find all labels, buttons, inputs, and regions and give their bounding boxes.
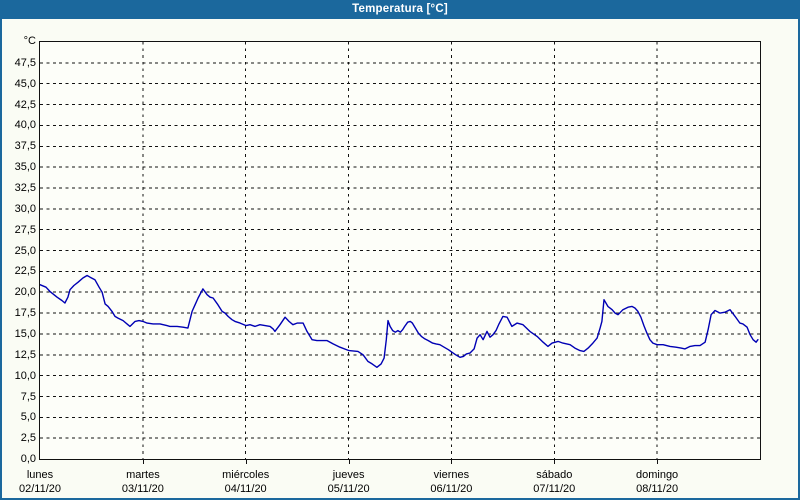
y-axis-tick-label: 42,5 (14, 98, 36, 111)
x-axis-day-label: viernes (433, 469, 470, 481)
x-axis-day-label: jueves (332, 469, 365, 481)
window-titlebar[interactable]: Temperatura [°C] (2, 0, 798, 19)
temperature-line (40, 274, 759, 368)
y-axis-tick-label: 15,0 (14, 327, 36, 340)
x-axis-day-label: miércoles (222, 469, 270, 481)
y-axis-tick-label: 45,0 (14, 77, 36, 90)
y-axis-tick-label: 47,5 (14, 56, 36, 69)
y-axis-unit-label: °C (23, 35, 36, 47)
x-axis-date-label: 07/11/20 (533, 483, 576, 495)
x-axis-date-label: 06/11/20 (430, 483, 473, 495)
temperature-chart (40, 42, 760, 459)
window-title: Temperatura [°C] (352, 3, 448, 15)
x-axis-date-label: 04/11/20 (224, 483, 267, 495)
x-axis-day-label: lunes (26, 469, 54, 481)
y-axis-tick-label: 22,5 (14, 265, 36, 278)
x-axis-tick-mark (554, 460, 555, 464)
y-axis-tick-label: 20,0 (14, 286, 36, 299)
x-axis-date-label: 02/11/20 (18, 483, 61, 495)
x-axis-tick-mark (349, 460, 350, 464)
x-axis-day-label: sábado (536, 469, 573, 481)
y-axis-tick-label: 37,5 (14, 140, 36, 153)
x-axis-tick-mark (451, 460, 452, 464)
x-axis-date-label: 03/11/20 (121, 483, 164, 495)
y-axis-tick-label: 35,0 (14, 161, 36, 174)
y-axis-tick-label: 0,0 (20, 453, 36, 465)
y-axis-tick-label: 17,5 (14, 307, 36, 320)
x-axis-day-label: martes (126, 469, 160, 481)
y-axis-tick-label: 12,5 (14, 348, 36, 361)
chart-content: °C 47,5 45,0 42,5 40,0 37,5 35,0 32,5 30,0 27,5 2… (2, 19, 798, 498)
plot-area[interactable] (39, 41, 761, 460)
y-axis-tick-label: 40,0 (14, 119, 36, 132)
y-axis-tick-label: 25,0 (14, 244, 36, 257)
y-axis-tick-label: 7,5 (20, 390, 36, 403)
x-axis-tick-mark (246, 460, 247, 464)
y-axis-tick-label: 5,0 (20, 411, 36, 424)
x-axis-tick-mark (143, 460, 144, 464)
y-axis-tick-label: 27,5 (14, 223, 36, 236)
y-axis-tick-label: 2,5 (20, 432, 36, 445)
x-axis-date-label: 05/11/20 (327, 483, 370, 495)
y-axis-tick-label: 32,5 (14, 182, 36, 194)
x-axis-date-label: 08/11/20 (636, 483, 679, 495)
horizontal-gridlines (40, 62, 760, 439)
x-axis-day-label: domingo (635, 469, 679, 481)
x-axis-tick-mark (657, 460, 658, 464)
y-axis-tick-label: 30,0 (14, 202, 36, 215)
y-axis-tick-label: 10,0 (14, 369, 36, 382)
